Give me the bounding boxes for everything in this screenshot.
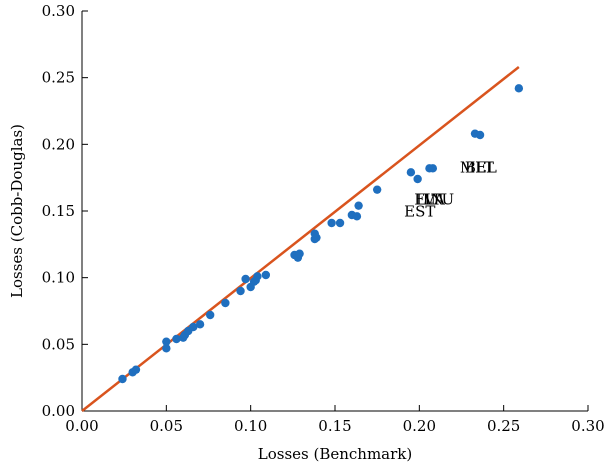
y-tick-label: 0.20 xyxy=(42,135,75,153)
x-tick-label: 0.30 xyxy=(571,417,604,435)
x-tick-label: 0.10 xyxy=(234,417,267,435)
x-tick-label: 0.15 xyxy=(318,417,351,435)
y-tick-label: 0.25 xyxy=(42,69,75,87)
x-axis-label: Losses (Benchmark) xyxy=(258,445,412,463)
data-point xyxy=(189,322,198,332)
x-tick-label: 0.00 xyxy=(65,417,98,435)
data-point xyxy=(413,174,422,184)
fit-line xyxy=(81,66,520,412)
y-tick-label: 0.30 xyxy=(42,2,75,20)
point-annotation: BEL xyxy=(465,158,497,176)
data-point xyxy=(241,274,250,284)
data-point xyxy=(335,218,345,228)
data-point xyxy=(261,270,271,280)
axes: 0.00 0.05 0.10 0.15 0.20 0.25 0.30 0.00 0.05 0.10… xyxy=(42,2,605,435)
data-point xyxy=(295,249,304,258)
data-point xyxy=(354,201,363,210)
y-tick-label: 0.05 xyxy=(42,335,75,353)
data-point xyxy=(172,334,181,344)
point-annotation: MLT xyxy=(460,158,494,176)
data-point xyxy=(131,365,141,374)
y-tick-label: 0.15 xyxy=(42,202,75,220)
data-point xyxy=(514,84,524,93)
data-point xyxy=(406,168,416,177)
data-point xyxy=(236,286,245,296)
data-point xyxy=(428,164,438,173)
x-tick-label: 0.25 xyxy=(487,417,520,435)
data-point xyxy=(251,276,260,285)
data-point xyxy=(352,212,362,221)
y-tick-label: 0.10 xyxy=(42,269,75,287)
data-point xyxy=(195,320,205,329)
x-tick-label: 0.05 xyxy=(150,417,183,435)
point-annotation: LTU xyxy=(423,190,454,208)
point-annotation: FIN xyxy=(414,190,443,208)
point-annotation: EST xyxy=(404,202,435,220)
y-tick-label: 0.00 xyxy=(42,402,75,420)
y-axis-label: Losses (Cobb-Douglas) xyxy=(8,124,26,298)
data-point xyxy=(221,298,230,308)
data-point xyxy=(327,218,336,228)
data-point xyxy=(475,130,485,140)
data-point xyxy=(372,185,382,194)
data-point xyxy=(205,310,215,320)
point-annotation: LVA xyxy=(416,190,445,208)
data-point xyxy=(162,344,171,353)
points-group xyxy=(118,84,524,384)
fit-line-group xyxy=(81,66,520,412)
data-point xyxy=(118,374,127,384)
data-point xyxy=(310,229,319,238)
data-point xyxy=(162,337,171,346)
x-tick-label: 0.20 xyxy=(403,417,436,435)
